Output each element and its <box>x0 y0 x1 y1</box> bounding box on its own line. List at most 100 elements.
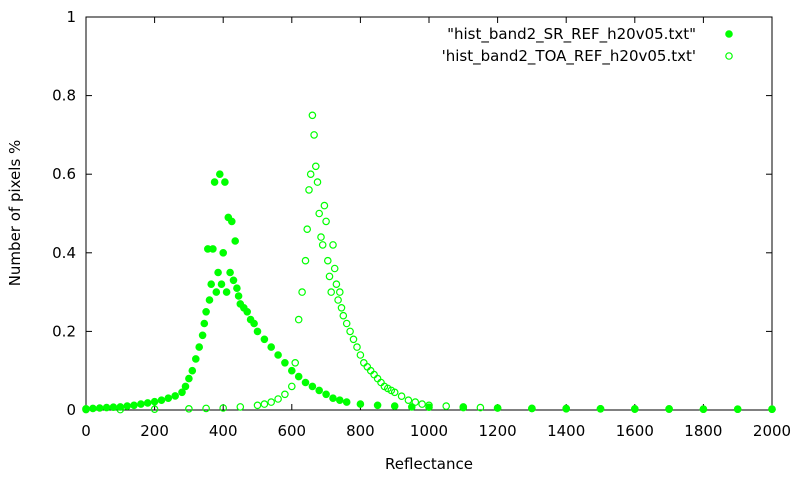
data-point <box>315 209 324 218</box>
data-point <box>253 401 262 410</box>
data-point <box>425 401 433 410</box>
data-point <box>329 394 337 403</box>
data-point <box>306 170 315 179</box>
data-point <box>243 307 252 316</box>
data-point <box>325 272 334 281</box>
data-point <box>356 400 365 408</box>
data-point <box>342 319 351 328</box>
data-point <box>236 403 245 411</box>
data-points <box>82 111 776 414</box>
data-point <box>315 386 324 395</box>
data-point <box>102 403 111 412</box>
data-point <box>222 288 231 296</box>
data-point <box>210 178 219 186</box>
data-point <box>253 327 262 336</box>
data-point <box>768 405 776 414</box>
data-point <box>198 331 207 340</box>
legend-marker <box>725 30 733 38</box>
data-point <box>334 296 342 304</box>
data-point <box>353 343 361 351</box>
data-point <box>130 401 138 410</box>
data-point <box>226 268 234 277</box>
data-point <box>329 241 337 249</box>
data-point <box>82 405 90 414</box>
legend-label: "hist_band2_SR_REF_h20v05.txt" <box>447 25 696 44</box>
data-point <box>308 382 317 391</box>
data-point <box>493 404 502 412</box>
data-point <box>212 288 221 296</box>
data-point <box>313 178 322 186</box>
legend: "hist_band2_SR_REF_h20v05.txt" 'hist_band… <box>442 25 733 66</box>
data-point <box>95 404 104 412</box>
data-point <box>733 405 742 414</box>
data-point <box>335 396 344 405</box>
data-point <box>335 288 344 296</box>
data-point <box>332 280 341 289</box>
legend-marker <box>725 52 733 60</box>
data-point <box>274 351 282 359</box>
data-point <box>287 382 296 391</box>
data-point <box>562 404 571 413</box>
data-point <box>411 398 420 406</box>
data-point <box>231 237 240 245</box>
x-tick-label: 200 <box>140 422 169 440</box>
data-point <box>596 404 605 413</box>
x-tick-label: 1200 <box>479 422 517 440</box>
data-point <box>301 256 310 265</box>
data-point <box>699 405 708 414</box>
data-point <box>418 400 426 408</box>
data-point <box>219 404 228 412</box>
data-point <box>665 405 673 414</box>
data-point <box>281 358 289 367</box>
data-point <box>209 245 217 253</box>
data-point <box>317 233 325 241</box>
data-point <box>318 241 327 249</box>
y-tick-label: 0 <box>66 401 76 419</box>
data-point <box>404 396 413 405</box>
data-point <box>630 405 639 414</box>
data-point <box>305 186 313 194</box>
data-point <box>322 217 330 226</box>
data-point <box>274 395 282 403</box>
data-point <box>390 388 399 397</box>
data-point <box>267 343 276 351</box>
data-point <box>200 319 209 328</box>
data-point <box>301 378 310 387</box>
data-point <box>234 292 243 300</box>
data-point <box>311 162 320 171</box>
y-tick-label: 1 <box>66 8 76 26</box>
data-point <box>157 396 166 405</box>
x-tick-label: 1600 <box>616 422 654 440</box>
data-point <box>267 398 276 406</box>
y-tick-label: 0.2 <box>52 322 76 340</box>
data-point <box>459 403 468 411</box>
y-tick-label: 0.6 <box>52 165 76 183</box>
data-point <box>397 392 406 401</box>
series-2 <box>82 111 776 414</box>
x-tick-label: 1800 <box>684 422 722 440</box>
data-point <box>327 288 336 296</box>
y-tick-label: 0.4 <box>52 244 76 262</box>
data-point <box>143 399 152 407</box>
data-point <box>349 335 358 344</box>
data-point <box>294 315 303 324</box>
x-tick-label: 1000 <box>410 422 448 440</box>
data-point <box>322 390 330 399</box>
data-point <box>356 351 365 359</box>
x-tick-label: 1400 <box>547 422 585 440</box>
data-point <box>228 217 236 226</box>
data-point <box>205 296 214 304</box>
data-point <box>287 366 296 375</box>
data-point <box>294 372 303 381</box>
data-point <box>373 401 382 410</box>
data-point <box>229 276 238 285</box>
data-point <box>303 225 312 234</box>
data-point <box>217 280 226 289</box>
data-point <box>528 404 536 413</box>
data-point <box>442 402 451 410</box>
data-point <box>178 388 186 397</box>
data-point <box>310 131 318 139</box>
data-point <box>219 249 228 257</box>
data-point <box>298 288 306 296</box>
